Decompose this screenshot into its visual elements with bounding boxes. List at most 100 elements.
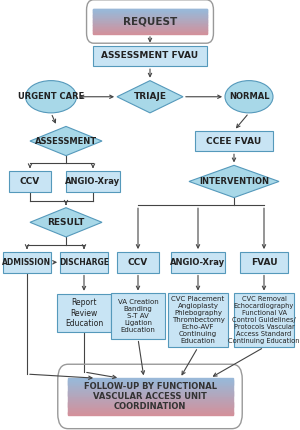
Bar <box>93 19 207 20</box>
Bar <box>68 407 232 408</box>
Text: CVC Removal
Echocardiography
Functional VA
Control Guidelines/
Protocols Vascula: CVC Removal Echocardiography Functional … <box>228 296 300 344</box>
Bar <box>68 409 232 410</box>
Bar <box>93 25 207 27</box>
Bar <box>93 24 207 25</box>
Bar <box>68 400 232 401</box>
FancyBboxPatch shape <box>168 293 228 347</box>
Text: RESULT: RESULT <box>47 218 85 227</box>
Bar <box>68 397 232 398</box>
Bar <box>68 395 232 396</box>
Bar <box>68 391 232 393</box>
Bar <box>68 396 232 397</box>
Ellipse shape <box>225 81 273 113</box>
Bar <box>93 12 207 13</box>
Bar <box>93 18 207 19</box>
Bar <box>68 383 232 384</box>
FancyBboxPatch shape <box>60 252 108 273</box>
Bar <box>68 413 232 415</box>
Bar <box>93 20 207 21</box>
Bar <box>68 404 232 405</box>
Bar <box>93 11 207 12</box>
Text: REQUEST: REQUEST <box>123 16 177 27</box>
Bar <box>68 380 232 381</box>
Bar <box>93 16 207 17</box>
Bar <box>93 14 207 15</box>
Bar <box>68 402 232 404</box>
Text: ADMISSION: ADMISSION <box>2 258 52 267</box>
Bar <box>93 9 207 10</box>
Polygon shape <box>189 166 279 198</box>
Bar <box>68 384 232 385</box>
Bar <box>93 24 207 25</box>
Bar <box>93 14 207 15</box>
FancyBboxPatch shape <box>234 293 294 347</box>
Bar <box>93 27 207 28</box>
Bar <box>93 15 207 16</box>
Text: ANGIO-Xray: ANGIO-Xray <box>65 177 121 186</box>
FancyBboxPatch shape <box>195 131 273 151</box>
Text: ASSESSMENT FVAU: ASSESSMENT FVAU <box>101 52 199 60</box>
Bar <box>93 30 207 31</box>
Bar <box>68 401 232 402</box>
Bar <box>68 390 232 392</box>
Text: DISCHARGE: DISCHARGE <box>59 258 109 267</box>
Bar <box>93 18 207 20</box>
Bar <box>93 22 207 23</box>
FancyBboxPatch shape <box>93 46 207 66</box>
Bar <box>68 381 232 382</box>
Text: VA Creation
Banding
S-T AV
Ligation
Education: VA Creation Banding S-T AV Ligation Educ… <box>118 299 158 333</box>
Bar <box>68 399 232 400</box>
Polygon shape <box>30 126 102 156</box>
Bar <box>68 394 232 396</box>
Text: FOLLOW-UP BY FUNCTIONAL
VASCULAR ACCESS UNIT
COORDINATION: FOLLOW-UP BY FUNCTIONAL VASCULAR ACCESS … <box>83 381 217 412</box>
Bar <box>68 378 232 379</box>
Bar <box>68 402 232 403</box>
Text: Report
Review
Education: Report Review Education <box>65 298 103 328</box>
Bar <box>68 388 232 389</box>
Bar <box>93 10 207 12</box>
Bar <box>68 386 232 387</box>
Bar <box>68 412 232 414</box>
FancyBboxPatch shape <box>117 252 159 273</box>
Bar <box>93 17 207 18</box>
Bar <box>68 382 232 384</box>
Text: CCV: CCV <box>20 177 40 186</box>
Text: URGENT CARE: URGENT CARE <box>18 92 84 101</box>
FancyBboxPatch shape <box>9 171 51 192</box>
Bar <box>93 17 207 18</box>
Bar <box>68 379 232 380</box>
Ellipse shape <box>26 81 76 113</box>
Bar <box>93 21 207 22</box>
Text: TRIAJE: TRIAJE <box>134 92 166 101</box>
Bar <box>68 408 232 409</box>
Bar <box>93 25 207 26</box>
Bar <box>93 28 207 29</box>
Bar <box>93 26 207 27</box>
FancyBboxPatch shape <box>240 252 288 273</box>
Bar <box>93 10 207 11</box>
Text: ASSESSMENT: ASSESSMENT <box>35 137 97 145</box>
Bar <box>68 406 232 408</box>
Bar <box>68 405 232 406</box>
FancyBboxPatch shape <box>111 293 165 339</box>
Bar <box>93 21 207 22</box>
Bar <box>93 29 207 30</box>
Text: INTERVENTION: INTERVENTION <box>199 177 269 186</box>
Polygon shape <box>30 208 102 237</box>
Text: ANGIO-Xray: ANGIO-Xray <box>170 258 226 267</box>
Bar <box>93 32 207 33</box>
Text: CCV: CCV <box>128 258 148 267</box>
Bar <box>68 381 232 383</box>
Bar <box>68 403 232 405</box>
Bar <box>68 410 232 411</box>
Bar <box>93 32 207 34</box>
Bar <box>93 22 207 23</box>
Bar <box>93 33 207 34</box>
Text: FVAU: FVAU <box>251 258 277 267</box>
FancyBboxPatch shape <box>66 171 120 192</box>
Polygon shape <box>117 81 183 113</box>
Bar <box>93 15 207 16</box>
Bar <box>93 31 207 32</box>
Bar <box>68 393 232 395</box>
Text: NORMAL: NORMAL <box>229 92 269 101</box>
